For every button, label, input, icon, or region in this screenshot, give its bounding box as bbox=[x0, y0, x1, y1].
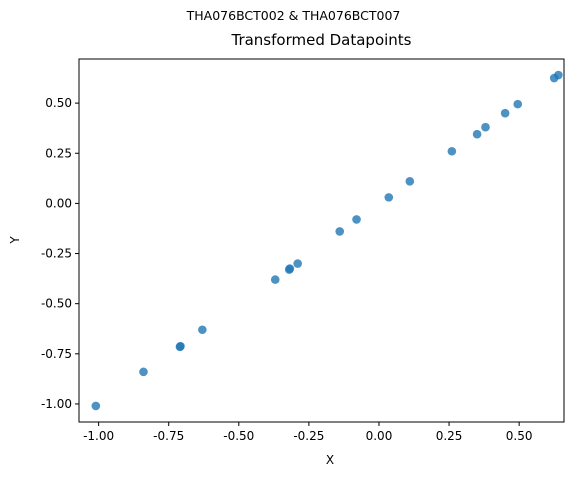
x-tick-label: 0.25 bbox=[436, 429, 463, 443]
data-point bbox=[198, 325, 207, 335]
data-point bbox=[285, 264, 295, 273]
points-layer bbox=[91, 70, 563, 411]
data-point bbox=[472, 129, 482, 139]
data-point bbox=[500, 108, 510, 118]
y-tick-label: -0.75 bbox=[41, 347, 72, 361]
y-tick-label: -1.00 bbox=[41, 397, 72, 411]
data-point bbox=[270, 275, 280, 284]
data-point bbox=[384, 193, 394, 202]
data-point bbox=[554, 70, 563, 80]
data-point bbox=[176, 341, 185, 351]
data-point bbox=[481, 122, 490, 132]
x-axis-label: X bbox=[326, 453, 334, 467]
data-point bbox=[293, 259, 302, 268]
chart-title: Transformed Datapoints bbox=[231, 31, 412, 49]
x-tick-label: -0.25 bbox=[293, 429, 324, 443]
chart-suptitle: THA076BCT002 & THA076BCT007 bbox=[186, 8, 401, 23]
y-tick-label: 0.50 bbox=[45, 96, 72, 110]
x-tick-label: -1.00 bbox=[83, 429, 114, 443]
plot-frame bbox=[78, 58, 565, 423]
x-tick-label: -0.75 bbox=[153, 429, 184, 443]
data-point bbox=[335, 227, 345, 236]
data-point bbox=[447, 146, 457, 156]
data-point bbox=[352, 215, 361, 224]
x-ticks: -1.00 -0.75 -0.50 -0.25 0.00 0.25 0.50 bbox=[83, 422, 533, 443]
y-ticks: -1.00 -0.75 -0.50 -0.25 0.00 0.25 0.50 bbox=[41, 96, 79, 411]
y-tick-label: -0.50 bbox=[41, 297, 72, 311]
x-tick-label: 0.50 bbox=[506, 429, 533, 443]
data-point bbox=[139, 367, 148, 377]
y-axis-label: Y bbox=[8, 236, 22, 245]
data-point bbox=[513, 99, 523, 109]
data-point bbox=[405, 177, 415, 186]
x-tick-label: -0.50 bbox=[223, 429, 254, 443]
y-tick-label: 0.25 bbox=[45, 146, 72, 160]
y-tick-label: 0.00 bbox=[45, 196, 72, 210]
x-tick-label: 0.00 bbox=[366, 429, 393, 443]
data-point bbox=[91, 401, 101, 411]
y-tick-label: -0.25 bbox=[41, 247, 72, 261]
